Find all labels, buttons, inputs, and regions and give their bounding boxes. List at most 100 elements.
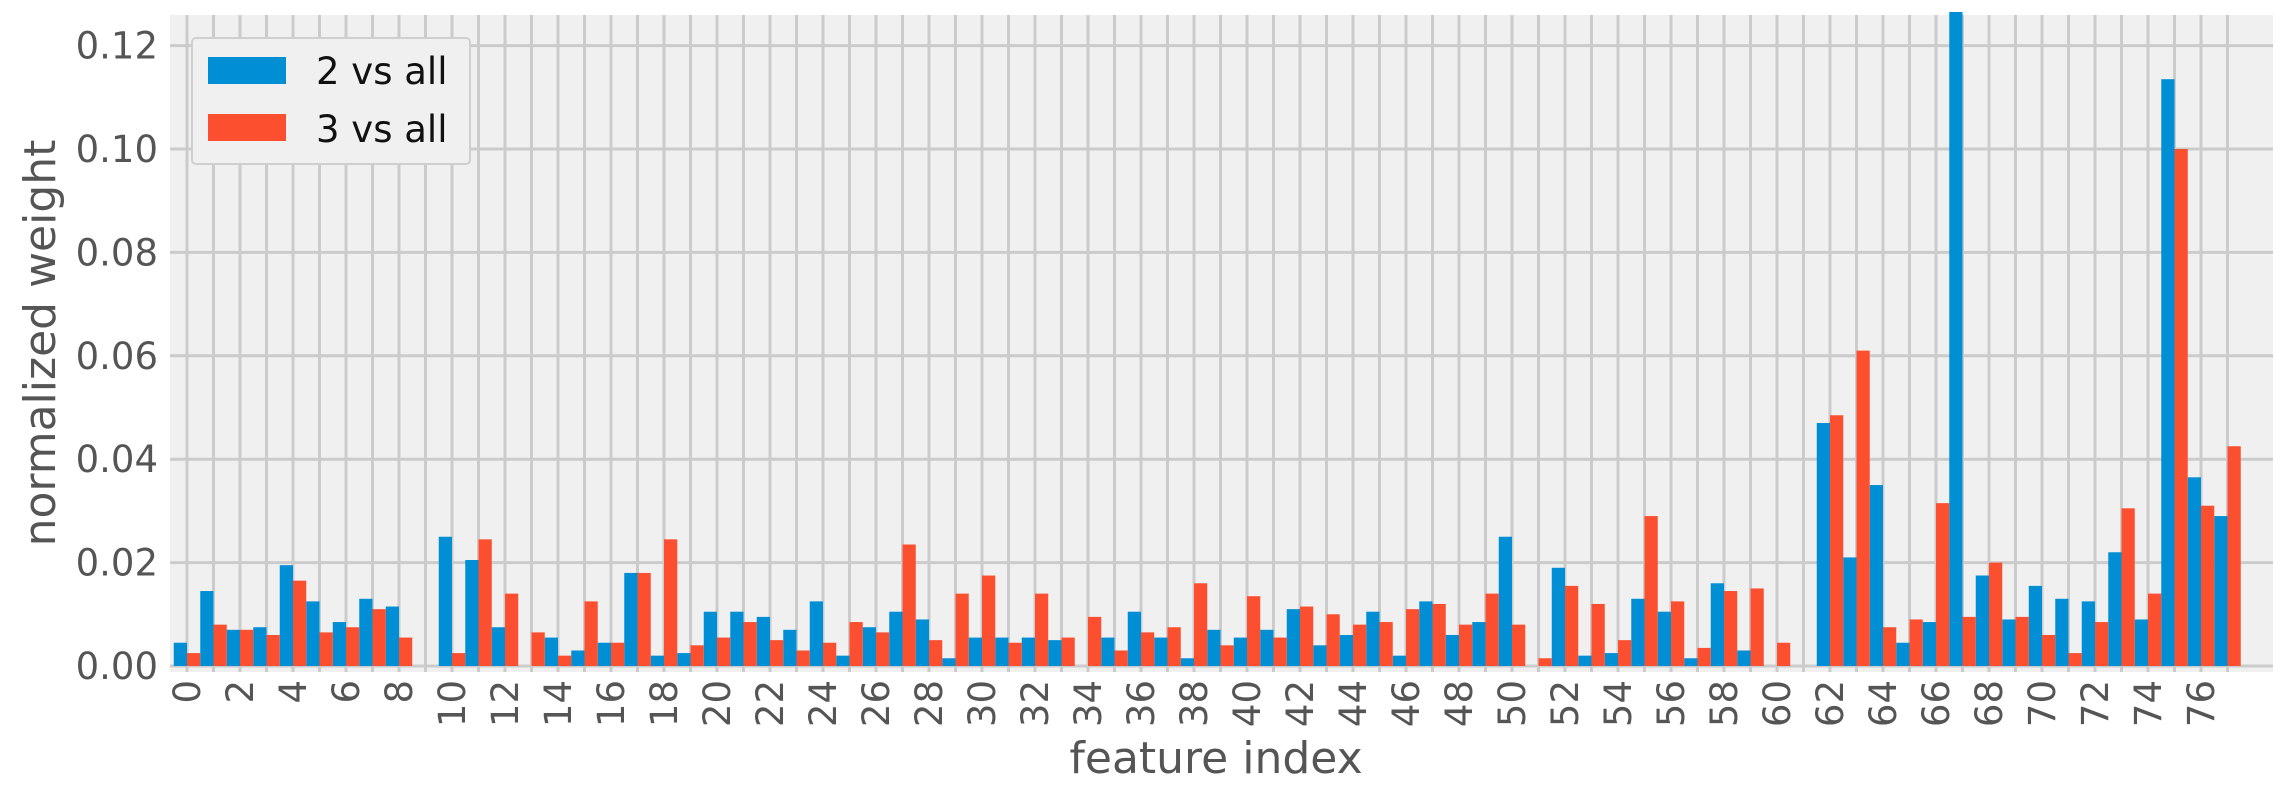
bar-2-vs-all-25	[836, 655, 850, 666]
bar-2-vs-all-70	[2028, 585, 2042, 666]
legend-label-2-vs-all: 2 vs all	[316, 50, 447, 93]
bar-3-vs-all-14	[558, 655, 572, 666]
bar-2-vs-all-38	[1180, 658, 1194, 666]
bar-3-vs-all-37	[1167, 627, 1181, 666]
bar-2-vs-all-64	[1869, 485, 1883, 666]
x-tick-label: 14	[537, 680, 580, 727]
bar-3-vs-all-57	[1697, 647, 1711, 666]
x-tick-label: 74	[2127, 680, 2170, 727]
bar-2-vs-all-43	[1313, 645, 1327, 666]
bar-3-vs-all-29	[955, 593, 969, 666]
bar-2-vs-all-15	[571, 650, 585, 666]
bar-3-vs-all-18	[664, 539, 678, 666]
bar-3-vs-all-75	[2174, 149, 2188, 666]
bars	[173, 12, 2241, 667]
bar-2-vs-all-58	[1710, 583, 1724, 666]
bar-2-vs-all-52	[1551, 567, 1565, 666]
bar-3-vs-all-10	[452, 653, 466, 666]
bar-3-vs-all-1	[213, 624, 227, 666]
x-tick-label: 46	[1385, 680, 1428, 727]
bar-3-vs-all-30	[982, 575, 996, 666]
bar-2-vs-all-47	[1419, 601, 1433, 667]
legend: 2 vs all 3 vs all	[191, 37, 471, 165]
bar-3-vs-all-71	[2068, 653, 2082, 666]
bar-3-vs-all-40	[1247, 596, 1261, 666]
x-tick-label: 68	[1968, 680, 2011, 727]
bar-2-vs-all-42	[1286, 609, 1300, 666]
bar-2-vs-all-35	[1101, 637, 1115, 666]
bar-3-vs-all-65	[1909, 619, 1923, 666]
bar-3-vs-all-23	[796, 650, 810, 666]
x-tick-label: 56	[1650, 680, 1693, 727]
bar-3-vs-all-49	[1485, 593, 1499, 666]
bar-3-vs-all-55	[1644, 516, 1658, 666]
bar-2-vs-all-49	[1472, 622, 1486, 666]
bar-2-vs-all-67	[1949, 12, 1963, 666]
y-tick-label: 0.10	[76, 128, 158, 171]
bar-2-vs-all-76	[2187, 477, 2201, 666]
x-tick-label: 44	[1332, 680, 1375, 727]
bar-3-vs-all-69	[2015, 616, 2029, 666]
bar-3-vs-all-32	[1035, 593, 1049, 666]
bar-3-vs-all-70	[2042, 634, 2056, 666]
bar-2-vs-all-68	[1975, 575, 1989, 666]
x-tick-label: 16	[590, 680, 633, 727]
bar-2-vs-all-65	[1896, 642, 1910, 666]
x-tick-label: 48	[1438, 680, 1481, 727]
bar-3-vs-all-3	[266, 634, 280, 666]
legend-swatch-2-vs-all	[208, 57, 286, 84]
bar-3-vs-all-22	[770, 640, 784, 666]
bar-2-vs-all-57	[1684, 658, 1698, 666]
bar-2-vs-all-5	[306, 601, 320, 667]
bar-2-vs-all-37	[1154, 637, 1168, 666]
y-tick-label: 0.02	[76, 542, 158, 585]
bar-2-vs-all-66	[1922, 622, 1936, 666]
bar-2-vs-all-32	[1021, 637, 1035, 666]
bar-3-vs-all-19	[690, 645, 704, 666]
bar-3-vs-all-26	[876, 632, 890, 666]
bar-2-vs-all-41	[1260, 629, 1274, 666]
bar-3-vs-all-63	[1856, 350, 1870, 666]
bar-3-vs-all-28	[929, 640, 943, 666]
bar-3-vs-all-5	[319, 632, 333, 666]
bar-3-vs-all-67	[1962, 616, 1976, 666]
x-tick-label: 12	[484, 680, 527, 727]
bar-3-vs-all-11	[478, 539, 492, 666]
bar-2-vs-all-46	[1392, 655, 1406, 666]
x-tick-label: 26	[855, 680, 898, 727]
bar-3-vs-all-27	[902, 544, 916, 666]
x-tick-label: 60	[1756, 680, 1799, 727]
bar-2-vs-all-22	[756, 616, 770, 666]
bar-2-vs-all-19	[677, 653, 691, 666]
bar-2-vs-all-36	[1127, 611, 1141, 666]
bar-2-vs-all-73	[2108, 552, 2122, 666]
bar-2-vs-all-50	[1498, 536, 1512, 666]
bar-3-vs-all-42	[1300, 606, 1314, 666]
bar-3-vs-all-56	[1671, 601, 1685, 667]
x-tick-label: 2	[219, 680, 262, 704]
bar-3-vs-all-68	[1989, 562, 2003, 666]
bar-3-vs-all-77	[2227, 446, 2241, 666]
y-gridlines	[170, 44, 2273, 668]
x-tick-label: 38	[1173, 680, 1216, 727]
bar-2-vs-all-45	[1366, 611, 1380, 666]
bar-2-vs-all-54	[1604, 653, 1618, 666]
x-tick-label: 70	[2021, 680, 2064, 727]
bar-3-vs-all-31	[1008, 642, 1022, 666]
bar-2-vs-all-16	[597, 642, 611, 666]
bar-2-vs-all-21	[730, 611, 744, 666]
bar-3-vs-all-43	[1326, 614, 1340, 666]
x-tick-label: 6	[325, 680, 368, 704]
bar-3-vs-all-20	[717, 637, 731, 666]
bar-2-vs-all-55	[1631, 598, 1645, 666]
legend-swatch-3-vs-all	[208, 114, 286, 141]
bar-3-vs-all-35	[1114, 650, 1128, 666]
x-tick-label: 66	[1915, 680, 1958, 727]
bar-3-vs-all-2	[240, 629, 254, 666]
bar-3-vs-all-72	[2095, 622, 2109, 666]
x-tick-label: 30	[961, 680, 1004, 727]
x-tick-label: 28	[908, 680, 951, 727]
bar-2-vs-all-17	[624, 572, 638, 666]
bar-2-vs-all-71	[2055, 598, 2069, 666]
